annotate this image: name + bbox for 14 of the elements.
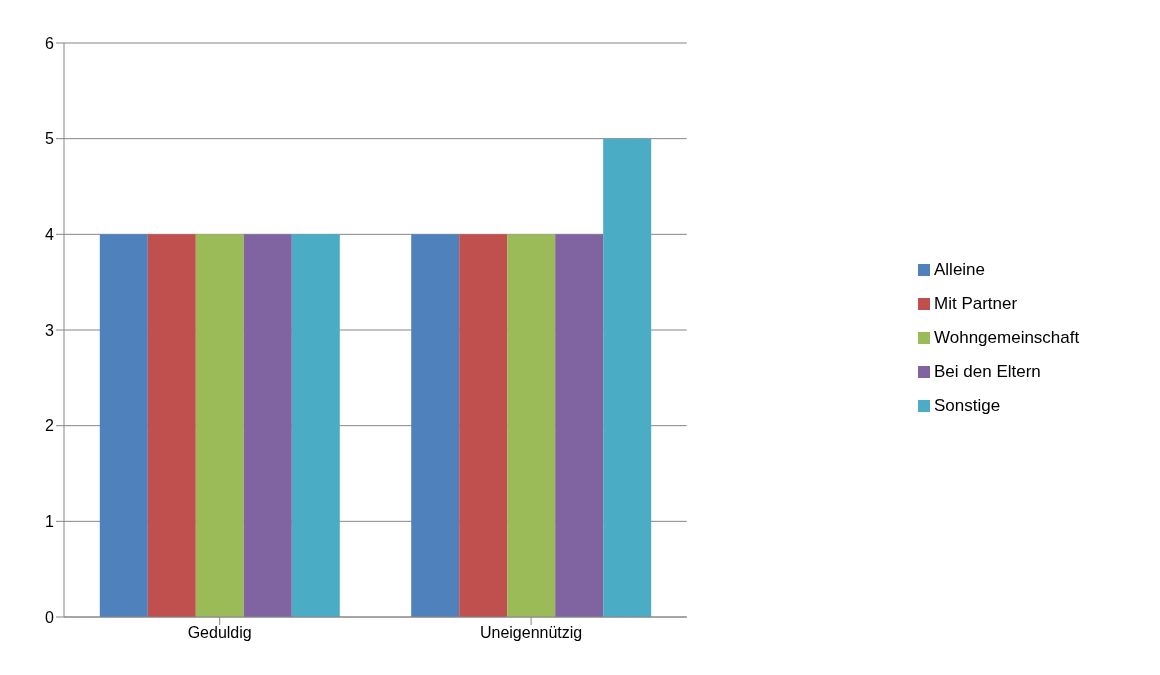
legend-label: Bei den Eltern <box>934 361 1041 381</box>
y-tick-label: 1 <box>45 513 55 531</box>
y-tick-label: 2 <box>45 417 55 435</box>
legend-label: Wohngemeinschaft <box>934 327 1080 347</box>
y-tick-label: 6 <box>45 34 55 52</box>
legend-label: Alleine <box>934 259 986 279</box>
y-tick-label: 0 <box>45 608 55 626</box>
x-tick-label: Geduldig <box>187 624 252 642</box>
y-tick-label: 3 <box>45 321 55 339</box>
y-tick-label: 5 <box>45 130 55 148</box>
y-tick-label: 4 <box>45 226 55 244</box>
legend-label: Mit Partner <box>934 293 1018 313</box>
x-tick-label: Uneigennützig <box>479 624 583 642</box>
legend-label: Sonstige <box>934 395 1001 415</box>
